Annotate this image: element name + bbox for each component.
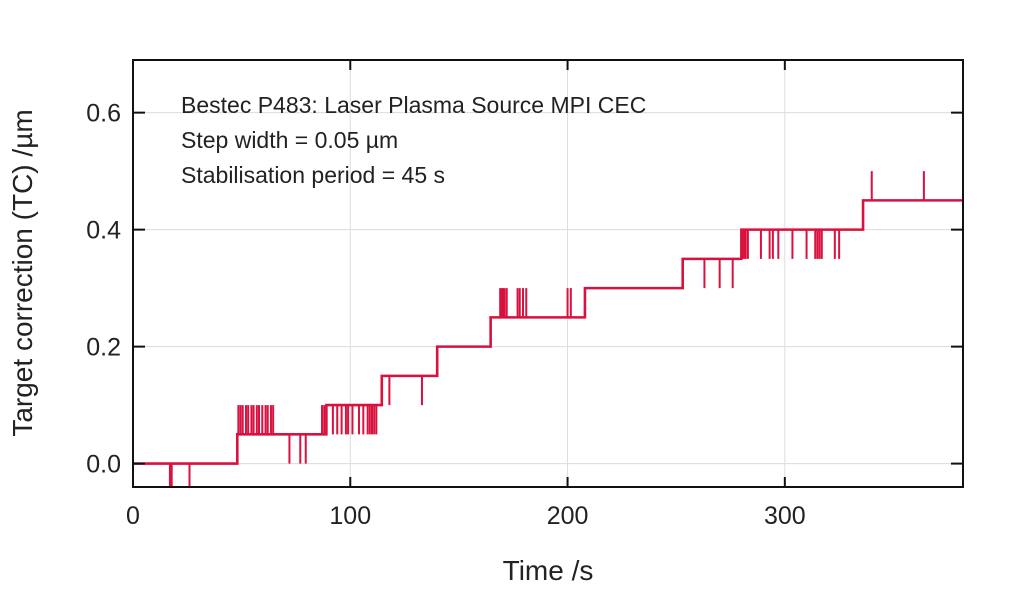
y-tick-label: 0.0 xyxy=(86,451,121,479)
y-tick-label: 0.4 xyxy=(86,217,121,245)
x-axis-label: Time /s xyxy=(503,555,594,586)
ticks: 0 100 200 300 0.0 0.2 0.4 0.6 xyxy=(86,60,963,530)
annotation-line-2: Step width = 0.05 µm xyxy=(181,127,398,153)
series-target-correction xyxy=(133,171,963,487)
y-axis-label: Target correction (TC) /µm xyxy=(7,109,38,436)
x-tick-label: 100 xyxy=(329,502,371,530)
y-tick-label: 0.6 xyxy=(86,100,121,128)
annotation-line-3: Stabilisation period = 45 s xyxy=(181,162,445,188)
plot-frame xyxy=(132,59,964,488)
y-tick-label: 0.2 xyxy=(86,334,121,362)
x-tick-label: 200 xyxy=(547,502,589,530)
x-tick-label: 300 xyxy=(764,502,806,530)
step-line xyxy=(133,199,963,465)
x-tick-label: 0 xyxy=(126,502,140,530)
annotation-line-1: Bestec P483: Laser Plasma Source MPI CEC xyxy=(181,92,646,118)
grid xyxy=(132,60,963,487)
